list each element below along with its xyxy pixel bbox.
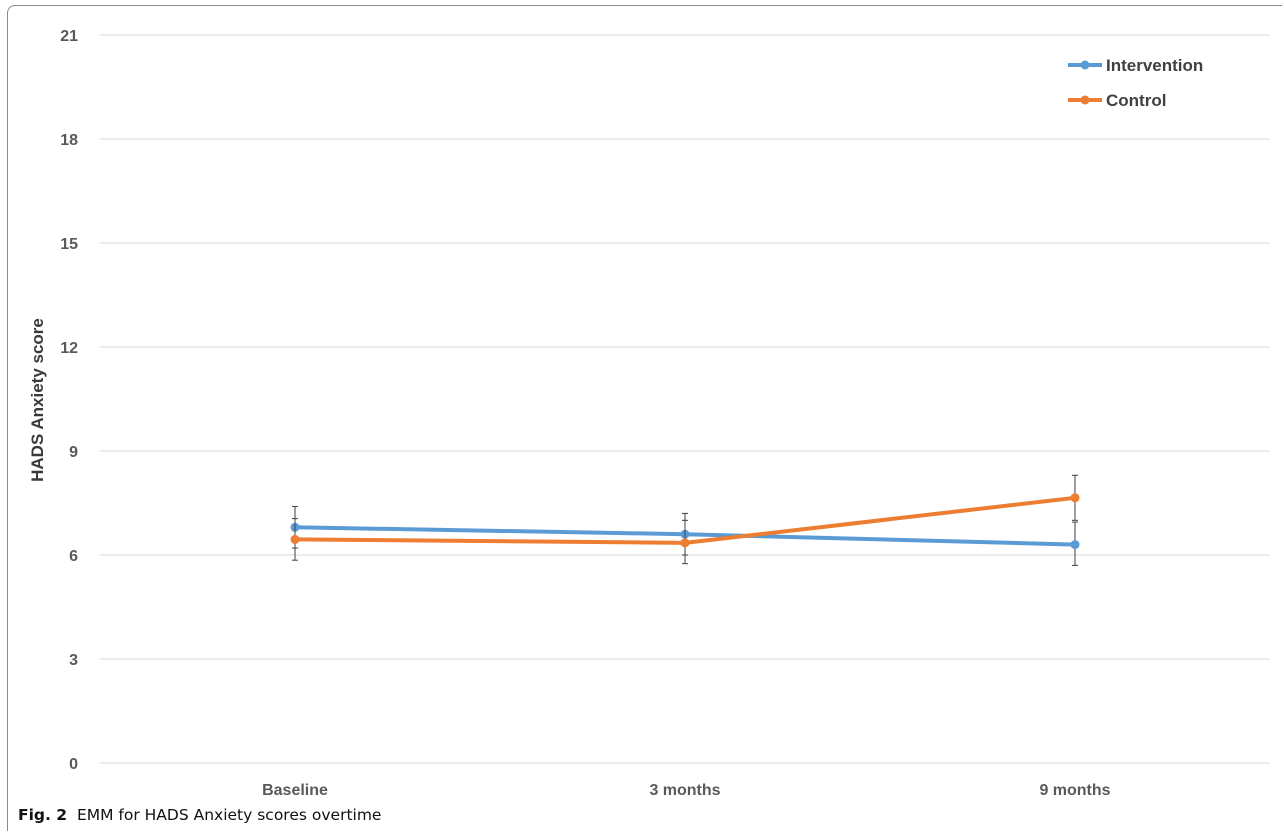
data-point <box>680 538 690 548</box>
y-tick-label: 3 <box>69 652 78 669</box>
x-axis-ticks: Baseline 3 months 9 months <box>262 782 1111 799</box>
x-tick-label: 9 months <box>1039 782 1110 799</box>
figure-frame <box>7 5 1282 831</box>
data-point <box>290 534 300 544</box>
x-tick-label: 3 months <box>649 782 720 799</box>
legend-marker <box>1080 95 1090 105</box>
data-point <box>1070 493 1080 503</box>
y-tick-label: 0 <box>69 756 78 773</box>
gridlines <box>100 34 1270 764</box>
legend: Intervention Control <box>1068 56 1203 110</box>
y-axis-title: HADS Anxiety score <box>28 318 47 482</box>
y-tick-label: 21 <box>60 28 78 45</box>
y-axis-ticks: 0 3 6 9 12 15 18 21 <box>60 28 78 773</box>
caption-text: EMM for HADS Anxiety scores overtime <box>76 806 382 824</box>
figure-caption: Fig. 2 EMM for HADS Anxiety scores overt… <box>18 806 381 824</box>
series <box>290 474 1080 566</box>
series-control <box>290 474 1080 565</box>
legend-label: Control <box>1106 91 1166 110</box>
y-tick-label: 12 <box>60 340 78 357</box>
y-tick-label: 18 <box>60 132 78 149</box>
data-point <box>1070 540 1080 550</box>
x-tick-label: Baseline <box>262 782 328 799</box>
legend-label: Intervention <box>1106 56 1203 75</box>
y-tick-label: 15 <box>60 236 78 253</box>
y-tick-label: 9 <box>69 444 78 461</box>
legend-marker <box>1080 60 1090 70</box>
y-tick-label: 6 <box>69 548 78 565</box>
figure-label: Fig. 2 <box>18 806 68 824</box>
